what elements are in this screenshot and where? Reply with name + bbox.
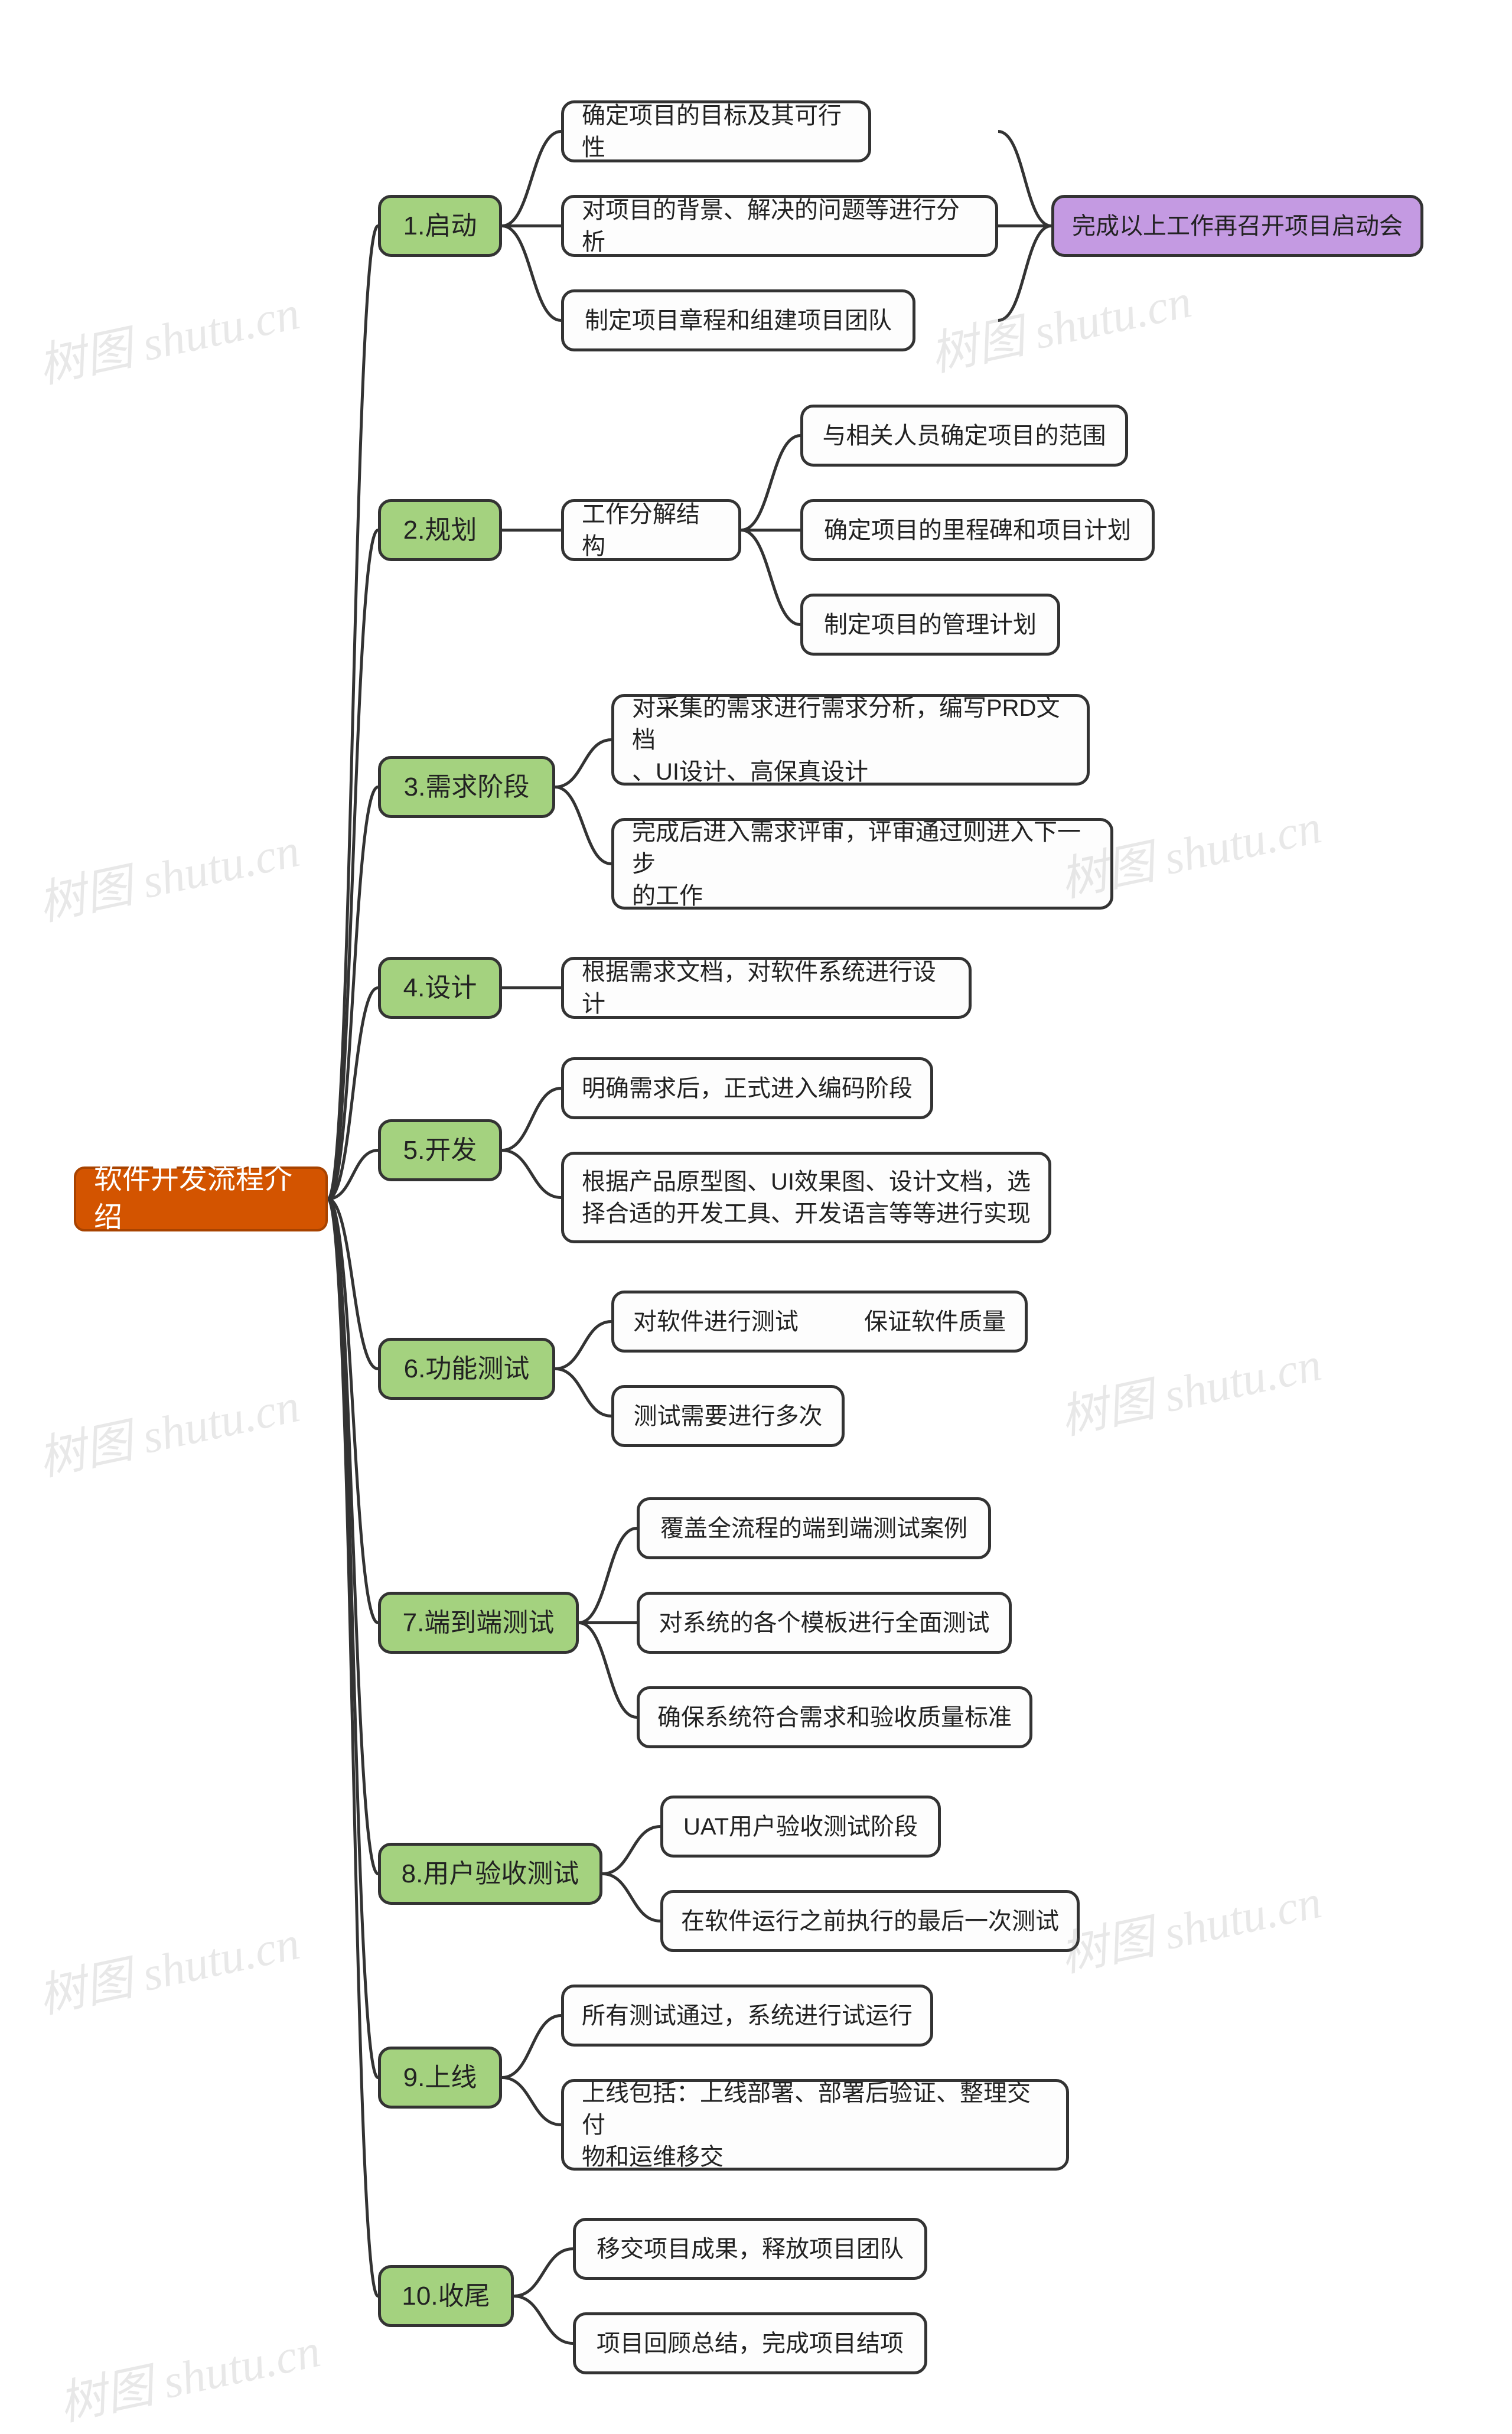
- leaf-b10c1[interactable]: 移交项目成果，释放项目团队: [573, 2218, 927, 2280]
- leaf-b6c2[interactable]: 测试需要进行多次: [611, 1385, 845, 1447]
- branch-b5[interactable]: 5.开发: [378, 1119, 502, 1181]
- watermark: 树图 shutu.cn: [52, 2312, 325, 2434]
- leaf-b9c2[interactable]: 上线包括：上线部署、部署后验证、整理交付 物和运维移交: [561, 2079, 1069, 2171]
- leaf-b2c1[interactable]: 与相关人员确定项目的范围: [800, 405, 1128, 467]
- leaf-b10c2[interactable]: 项目回顾总结，完成项目结项: [573, 2312, 927, 2374]
- branch-b7[interactable]: 7.端到端测试: [378, 1592, 579, 1654]
- leaf-b5c2[interactable]: 根据产品原型图、UI效果图、设计文档，选 择合适的开发工具、开发语言等等进行实现: [561, 1152, 1051, 1243]
- leaf-b5c1[interactable]: 明确需求后，正式进入编码阶段: [561, 1057, 933, 1119]
- leaf-b8c1[interactable]: UAT用户验收测试阶段: [660, 1796, 941, 1858]
- watermark: 树图 shutu.cn: [31, 1905, 305, 2027]
- branch-b1[interactable]: 1.启动: [378, 195, 502, 257]
- watermark: 树图 shutu.cn: [923, 263, 1197, 385]
- leaf-b2c2[interactable]: 确定项目的里程碑和项目计划: [800, 499, 1155, 561]
- branch-b4[interactable]: 4.设计: [378, 957, 502, 1019]
- leaf-b3c2[interactable]: 完成后进入需求评审，评审通过则进入下一步 的工作: [611, 818, 1113, 910]
- leaf-b9c1[interactable]: 所有测试通过，系统进行试运行: [561, 1985, 933, 2047]
- leaf-b2c3[interactable]: 制定项目的管理计划: [800, 594, 1060, 656]
- leaf-b4c1[interactable]: 根据需求文档，对软件系统进行设计: [561, 957, 972, 1019]
- branch-b9[interactable]: 9.上线: [378, 2047, 502, 2109]
- extra-b1x[interactable]: 完成以上工作再召开项目启动会: [1051, 195, 1423, 257]
- leaf-b1c1[interactable]: 确定项目的目标及其可行性: [561, 100, 871, 162]
- leaf-b8c2[interactable]: 在软件运行之前执行的最后一次测试: [660, 1890, 1080, 1952]
- watermark: 树图 shutu.cn: [31, 1367, 305, 1490]
- watermark: 树图 shutu.cn: [31, 812, 305, 934]
- leaf-b1c3[interactable]: 制定项目章程和组建项目团队: [561, 289, 915, 351]
- mid-b2m[interactable]: 工作分解结构: [561, 499, 741, 561]
- mindmap-canvas: 软件开发流程介绍 1.启动确定项目的目标及其可行性对项目的背景、解决的问题等进行分…: [0, 0, 1512, 2407]
- branch-b3[interactable]: 3.需求阶段: [378, 756, 555, 818]
- leaf-b1c2[interactable]: 对项目的背景、解决的问题等进行分析: [561, 195, 998, 257]
- branch-b2[interactable]: 2.规划: [378, 499, 502, 561]
- branch-b6[interactable]: 6.功能测试: [378, 1338, 555, 1400]
- watermark: 树图 shutu.cn: [1053, 1326, 1327, 1448]
- watermark: 树图 shutu.cn: [1053, 1863, 1327, 1986]
- leaf-b6c1[interactable]: 对软件进行测试 保证软件质量: [611, 1291, 1028, 1353]
- leaf-b7c2[interactable]: 对系统的各个模板进行全面测试: [637, 1592, 1012, 1654]
- leaf-b7c3[interactable]: 确保系统符合需求和验收质量标准: [637, 1686, 1032, 1748]
- branch-b8[interactable]: 8.用户验收测试: [378, 1843, 602, 1905]
- branch-b10[interactable]: 10.收尾: [378, 2265, 514, 2327]
- watermark: 树图 shutu.cn: [31, 275, 305, 397]
- leaf-b7c1[interactable]: 覆盖全流程的端到端测试案例: [637, 1497, 991, 1559]
- root-node[interactable]: 软件开发流程介绍: [74, 1167, 328, 1231]
- leaf-b3c1[interactable]: 对采集的需求进行需求分析，编写PRD文档 、UI设计、高保真设计: [611, 694, 1090, 786]
